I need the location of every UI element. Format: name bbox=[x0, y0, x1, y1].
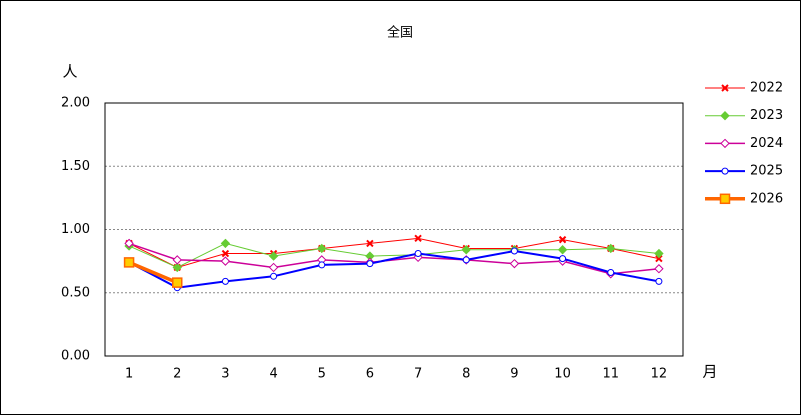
series-line bbox=[128, 242, 659, 275]
x-tick-label: 6 bbox=[366, 367, 374, 382]
point bbox=[654, 248, 664, 259]
point bbox=[268, 251, 279, 261]
point bbox=[510, 247, 518, 255]
series-line bbox=[128, 249, 660, 289]
chart-title: 全国 bbox=[387, 25, 413, 41]
legend-label: 2022 bbox=[750, 81, 783, 96]
point bbox=[172, 262, 182, 273]
point bbox=[172, 277, 183, 288]
point bbox=[366, 239, 374, 248]
y-tick-label: 0.00 bbox=[61, 349, 90, 364]
x-tick-label: 8 bbox=[462, 367, 470, 382]
legend-marker bbox=[721, 167, 729, 175]
point bbox=[414, 234, 422, 243]
x-tick-label: 11 bbox=[602, 367, 619, 382]
x-tick-label: 9 bbox=[510, 367, 518, 382]
series-line bbox=[128, 260, 178, 285]
x-tick-label: 4 bbox=[269, 367, 277, 382]
point bbox=[123, 257, 135, 268]
y-axis-label: 人 bbox=[62, 63, 77, 81]
x-tick-label: 2 bbox=[173, 367, 181, 382]
point bbox=[268, 262, 279, 273]
y-tick-label: 1.00 bbox=[61, 222, 90, 237]
point bbox=[124, 238, 134, 249]
y-tick-label: 0.50 bbox=[61, 285, 90, 300]
point bbox=[655, 254, 663, 263]
x-tick-label: 1 bbox=[125, 367, 133, 382]
legend-marker bbox=[719, 193, 731, 205]
point bbox=[221, 249, 230, 258]
point bbox=[317, 243, 327, 254]
x-tick-label: 10 bbox=[554, 367, 571, 382]
x-tick-label: 3 bbox=[221, 367, 229, 382]
point bbox=[655, 277, 663, 285]
point bbox=[558, 235, 567, 244]
y-tick-label: 2.00 bbox=[61, 96, 90, 111]
point bbox=[366, 260, 374, 268]
x-tick-label: 7 bbox=[414, 367, 422, 382]
point bbox=[462, 256, 470, 264]
legend-marker bbox=[720, 110, 730, 121]
point bbox=[220, 238, 231, 249]
point bbox=[461, 245, 471, 255]
point bbox=[414, 250, 422, 258]
point bbox=[509, 258, 520, 269]
point bbox=[559, 255, 567, 263]
point bbox=[318, 261, 326, 269]
y-tick-label: 1.50 bbox=[61, 159, 90, 174]
series-line bbox=[128, 237, 660, 268]
point bbox=[220, 256, 231, 266]
point bbox=[606, 243, 616, 254]
point bbox=[557, 245, 568, 255]
x-tick-label: 12 bbox=[651, 367, 668, 382]
point bbox=[654, 264, 664, 274]
legend-label: 2025 bbox=[750, 164, 783, 179]
legend-marker bbox=[720, 138, 730, 149]
series-line bbox=[128, 242, 659, 269]
legend-label: 2026 bbox=[750, 191, 783, 206]
legend-label: 2024 bbox=[750, 136, 783, 151]
point bbox=[172, 255, 182, 265]
point bbox=[607, 269, 615, 277]
plot-area bbox=[104, 102, 684, 357]
x-tick-label: 5 bbox=[318, 367, 326, 382]
point bbox=[221, 277, 229, 285]
legend-label: 2023 bbox=[750, 108, 783, 123]
legend-marker bbox=[721, 84, 729, 92]
point bbox=[270, 272, 278, 280]
x-axis-label: 月 bbox=[702, 363, 717, 381]
